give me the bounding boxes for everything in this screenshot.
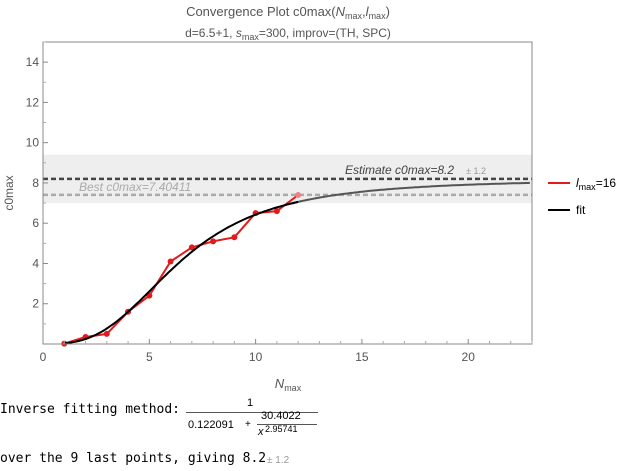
x-tick-label: 20: [462, 350, 476, 364]
y-tick-label: 14: [26, 55, 40, 69]
series-lmax-point: [210, 238, 217, 245]
fit-extrapolation: [287, 181, 530, 206]
convergence-chart: Convergence Plot c0max(Nmax,lmax) d=6.5+…: [2, 4, 616, 393]
plot-frame: [42, 41, 533, 345]
series-lmax-point: [167, 258, 174, 265]
formula-inner-exp: 2.95741: [265, 424, 298, 434]
y-axis-label: c0max: [2, 175, 16, 210]
fit-curve: [64, 200, 299, 345]
x-tick-label: 15: [355, 350, 369, 364]
formula-denominator-a: 0.122091: [188, 419, 234, 431]
series-lmax-point: [103, 330, 110, 337]
legend-label-lmax: lmax=16: [576, 176, 616, 192]
y-tick-label: 2: [32, 297, 39, 311]
series-lmax-point: [188, 244, 195, 251]
y-tick-label: 4: [32, 256, 39, 270]
formula-numerator: 1: [247, 397, 254, 409]
x-axis-label: Nmax: [275, 376, 302, 393]
formula-fraction-bar: [186, 412, 318, 413]
summary-error: ± 1.2: [267, 455, 290, 466]
series-lmax-point: [273, 208, 280, 215]
best-label: Best c0max=7.40411: [79, 180, 191, 194]
y-tick-label: 10: [26, 136, 40, 150]
x-tick-label: 5: [146, 350, 153, 364]
series-lmax-point: [295, 192, 302, 199]
x-tick-label: 10: [249, 350, 263, 364]
chart-title: Convergence Plot c0max(Nmax,lmax): [186, 4, 390, 21]
y-tick-label: 12: [26, 95, 40, 109]
series-group: [61, 181, 530, 347]
series-lmax-point: [231, 234, 238, 241]
fit-summary: Inverse fitting method: 1 0.122091 + 30.…: [0, 397, 634, 471]
axes: 0 5 10 15 20 2 4 6 8 10 12 14: [26, 41, 533, 364]
legend: lmax=16 fit: [548, 176, 616, 217]
estimate-error-label: ± 1.2: [466, 166, 486, 176]
chart-subtitle: d=6.5+1, smax=300, improv=(TH, SPC): [185, 26, 391, 42]
estimate-label: Estimate c0max=8.2: [345, 163, 454, 177]
y-tick-label: 6: [32, 216, 39, 230]
formula-plus: +: [245, 419, 251, 430]
reference-lines: Best c0max=7.40411 Estimate c0max=8.2 ± 1.…: [43, 154, 532, 204]
legend-label-fit: fit: [576, 203, 586, 217]
formula-inner-base: x: [258, 426, 264, 438]
formula-inner-numerator: 30.4022: [261, 410, 301, 422]
summary-text: over the 9 last points, giving 8.2: [0, 451, 267, 466]
y-tick-label: 8: [32, 176, 39, 190]
formula-inner-bar: [257, 424, 317, 425]
method-label: Inverse fitting method:: [0, 402, 181, 417]
x-tick-label: 0: [40, 350, 47, 364]
